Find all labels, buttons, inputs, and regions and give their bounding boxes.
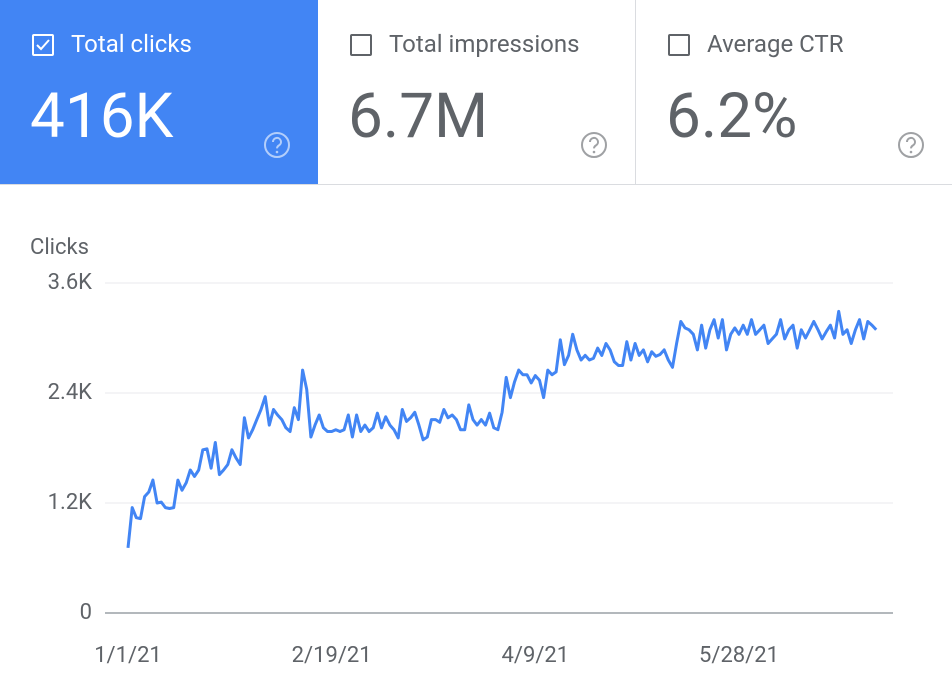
checkbox[interactable] bbox=[350, 34, 372, 56]
x-tick-label: 1/1/21 bbox=[94, 643, 162, 668]
metric-label: Total clicks bbox=[71, 30, 192, 58]
checkbox[interactable] bbox=[668, 34, 690, 56]
y-tick-label: 3.6K bbox=[48, 270, 93, 295]
metric-value: 6.7M bbox=[348, 80, 489, 153]
y-tick-label: 2.4K bbox=[48, 380, 93, 405]
metric-value: 416K bbox=[30, 80, 174, 153]
y-axis-title: Clicks bbox=[30, 235, 89, 260]
metric-label: Average CTR bbox=[707, 30, 844, 58]
chart: Clicks 0 1.2K 2.4K 3.6K 1/1/21 2/19/21 4/9/21 5… bbox=[30, 235, 893, 668]
metric-card[interactable]: Total impressions 6.7M bbox=[318, 0, 636, 184]
x-tick-label: 5/28/21 bbox=[699, 643, 779, 668]
x-tick-label: 4/9/21 bbox=[502, 643, 570, 668]
help-icon[interactable] bbox=[580, 131, 608, 159]
y-tick-label: 0 bbox=[80, 600, 92, 625]
y-tick-label: 1.2K bbox=[48, 490, 93, 515]
metric-label: Total impressions bbox=[389, 30, 580, 58]
metric-value: 6.2% bbox=[666, 80, 798, 153]
metric-cards: Total clicks 416K Total impressions 6.7M… bbox=[0, 0, 952, 185]
x-tick-label: 2/19/21 bbox=[292, 643, 372, 668]
checkbox[interactable] bbox=[32, 34, 54, 56]
line-series bbox=[126, 309, 878, 549]
metric-card[interactable]: Total clicks 416K bbox=[0, 0, 318, 184]
help-icon[interactable] bbox=[263, 131, 291, 159]
metric-card[interactable]: Average CTR 6.2% bbox=[636, 0, 952, 184]
help-icon[interactable] bbox=[897, 131, 925, 159]
